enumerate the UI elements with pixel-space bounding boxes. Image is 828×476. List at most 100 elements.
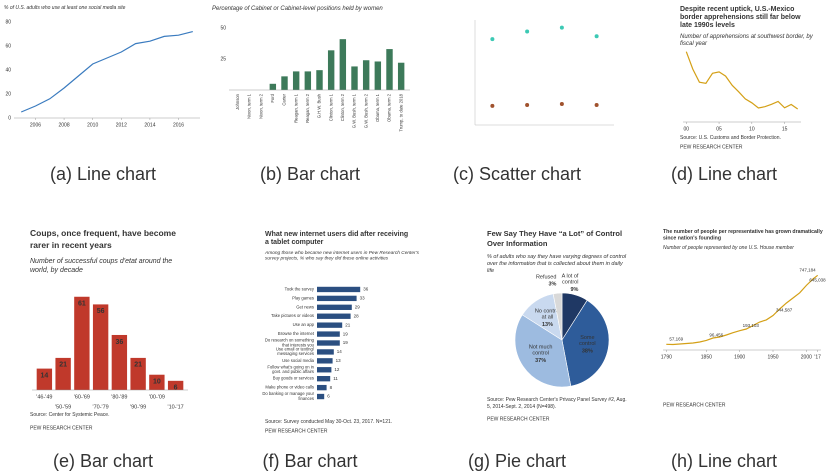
chart-subtitle: Number of apprehensions at southwest bor…	[680, 34, 814, 47]
text-line: Take pictures or videos	[271, 313, 314, 318]
x-tick-label: G.H.W. Bush	[317, 93, 322, 118]
chart: Coups, once frequent, have become rarer i…	[30, 228, 188, 471]
x-tick-label: 2010	[87, 122, 98, 128]
text-line: What new internet users did after receiv…	[265, 231, 408, 238]
text-line: survey projects, % who say they did thes…	[265, 256, 389, 262]
text-line: rarer in recent years	[30, 240, 112, 250]
slice-value: 37%	[535, 358, 546, 364]
bar	[317, 313, 351, 319]
bar	[362, 60, 370, 90]
chart: Despite recent uptick, U.S.-Mexico border…	[671, 6, 814, 184]
text-line: Coups, once frequent, have become	[30, 228, 176, 238]
text-line: Use an app	[293, 322, 315, 327]
x-tick-label: 2012	[116, 122, 127, 128]
y-tick-label: 80	[5, 19, 11, 25]
point	[559, 102, 564, 106]
data-label: 14	[337, 349, 343, 354]
bar	[281, 76, 288, 90]
data-label: 10	[153, 379, 161, 386]
chart: The number of people per representative …	[661, 229, 826, 470]
source: Source: Survey conducted May 30-Oct. 23,…	[265, 419, 392, 425]
data-label: 193,103	[743, 323, 760, 328]
x-tick-label: Johnson	[235, 93, 240, 110]
text-line: Browse the internet	[278, 331, 315, 336]
line	[685, 51, 799, 110]
x-tick-label: Reagan, term 1	[293, 93, 298, 123]
text-line: fiscal year	[680, 41, 708, 47]
bar	[55, 357, 71, 390]
data-label: 36	[363, 287, 369, 292]
bar	[36, 368, 53, 390]
text-line: Source: Center for Systemic Peace.	[30, 412, 109, 418]
slice-label: Refused	[536, 275, 557, 281]
data-label: 21	[134, 362, 142, 369]
text-line: Follow what's going on in	[267, 365, 314, 370]
text-line: Despite recent uptick, U.S.-Mexico	[680, 6, 794, 13]
text-line: % of U.S. adults who use at least one so…	[4, 5, 126, 11]
footer: PEW RESEARCH CENTER	[680, 144, 743, 150]
y-tick-label: 25	[220, 56, 226, 62]
data-label: 344,587	[776, 308, 793, 313]
text-line: Number of successful coups d'etat around…	[30, 258, 172, 265]
category-label: Buy goods or services	[273, 376, 314, 381]
data-label: 57,169	[669, 336, 683, 341]
chart-title: The number of people per representative …	[663, 229, 823, 242]
x-tick-label: 10	[749, 126, 755, 132]
data-label: 14	[40, 372, 48, 379]
text-line: finances	[298, 396, 314, 401]
data-label: 645,038	[809, 278, 826, 283]
category-label: Do research on something that interests y…	[265, 338, 315, 348]
text-line: over the information that is collected a…	[487, 261, 624, 267]
chart-subtitle: Number of successful coups d'etat around…	[30, 258, 172, 274]
slice-value: 13%	[542, 322, 553, 328]
slice-value: 9%	[571, 287, 579, 293]
slice-label: Not much control	[529, 345, 553, 357]
bar	[339, 39, 347, 90]
text-line: % of adults who say they have varying de…	[487, 254, 627, 260]
text-line: Use social media	[282, 358, 315, 363]
category-label: Use social media	[282, 358, 315, 363]
text-line: messaging services	[277, 351, 314, 356]
x-tick-label: '50-'59	[55, 404, 71, 410]
y-tick-label: 20	[5, 91, 11, 97]
text-line: Not much	[529, 345, 553, 351]
bar	[317, 331, 340, 337]
text-line: Buy goods or services	[273, 376, 314, 381]
text-line: Get news	[296, 304, 314, 309]
x-tick-label: Carter	[282, 93, 287, 105]
data-label: 8	[330, 385, 333, 390]
source: Source: Center for Systemic Peace.	[30, 412, 109, 418]
point	[490, 37, 495, 42]
category-label: Play games	[292, 295, 314, 300]
chart-title: % of U.S. adults who use at least one so…	[4, 5, 126, 11]
data-label: 6	[327, 394, 330, 399]
text-line: control	[562, 280, 579, 286]
bar	[351, 66, 358, 90]
x-tick-label: Clinton, term 2	[340, 93, 345, 121]
chart: Few Say They Have “a Lot” of Control Over…	[468, 229, 627, 471]
caption: (g) Pie chart	[468, 451, 566, 471]
source: Source: U.S. Customs and Border Protecti…	[680, 135, 781, 141]
data-label: 12	[334, 367, 340, 372]
slice-label: A lot of control	[562, 274, 579, 286]
x-tick-label: Ford	[270, 93, 275, 102]
x-tick-label: Trump, to date 2018	[398, 93, 403, 131]
data-label: 96,456	[709, 333, 723, 338]
bar	[317, 358, 333, 364]
text-line: The number of people per representative …	[663, 229, 823, 235]
line	[666, 274, 819, 346]
text-line: Number of people represented by one U.S.…	[663, 245, 794, 251]
bar	[317, 349, 334, 355]
x-tick-label: '60-'69	[74, 394, 90, 400]
bar	[386, 49, 393, 90]
point	[594, 34, 599, 39]
bar	[317, 295, 357, 302]
line	[20, 31, 193, 113]
text-line: Source: Pew Research Center's Privacy Pa…	[487, 397, 627, 403]
category-label: Took the survey	[285, 287, 315, 292]
text-line: Do banking or manage your	[262, 391, 314, 396]
point	[525, 29, 530, 34]
caption: (f) Bar chart	[262, 451, 357, 471]
x-tick-label: 2016	[173, 122, 184, 128]
